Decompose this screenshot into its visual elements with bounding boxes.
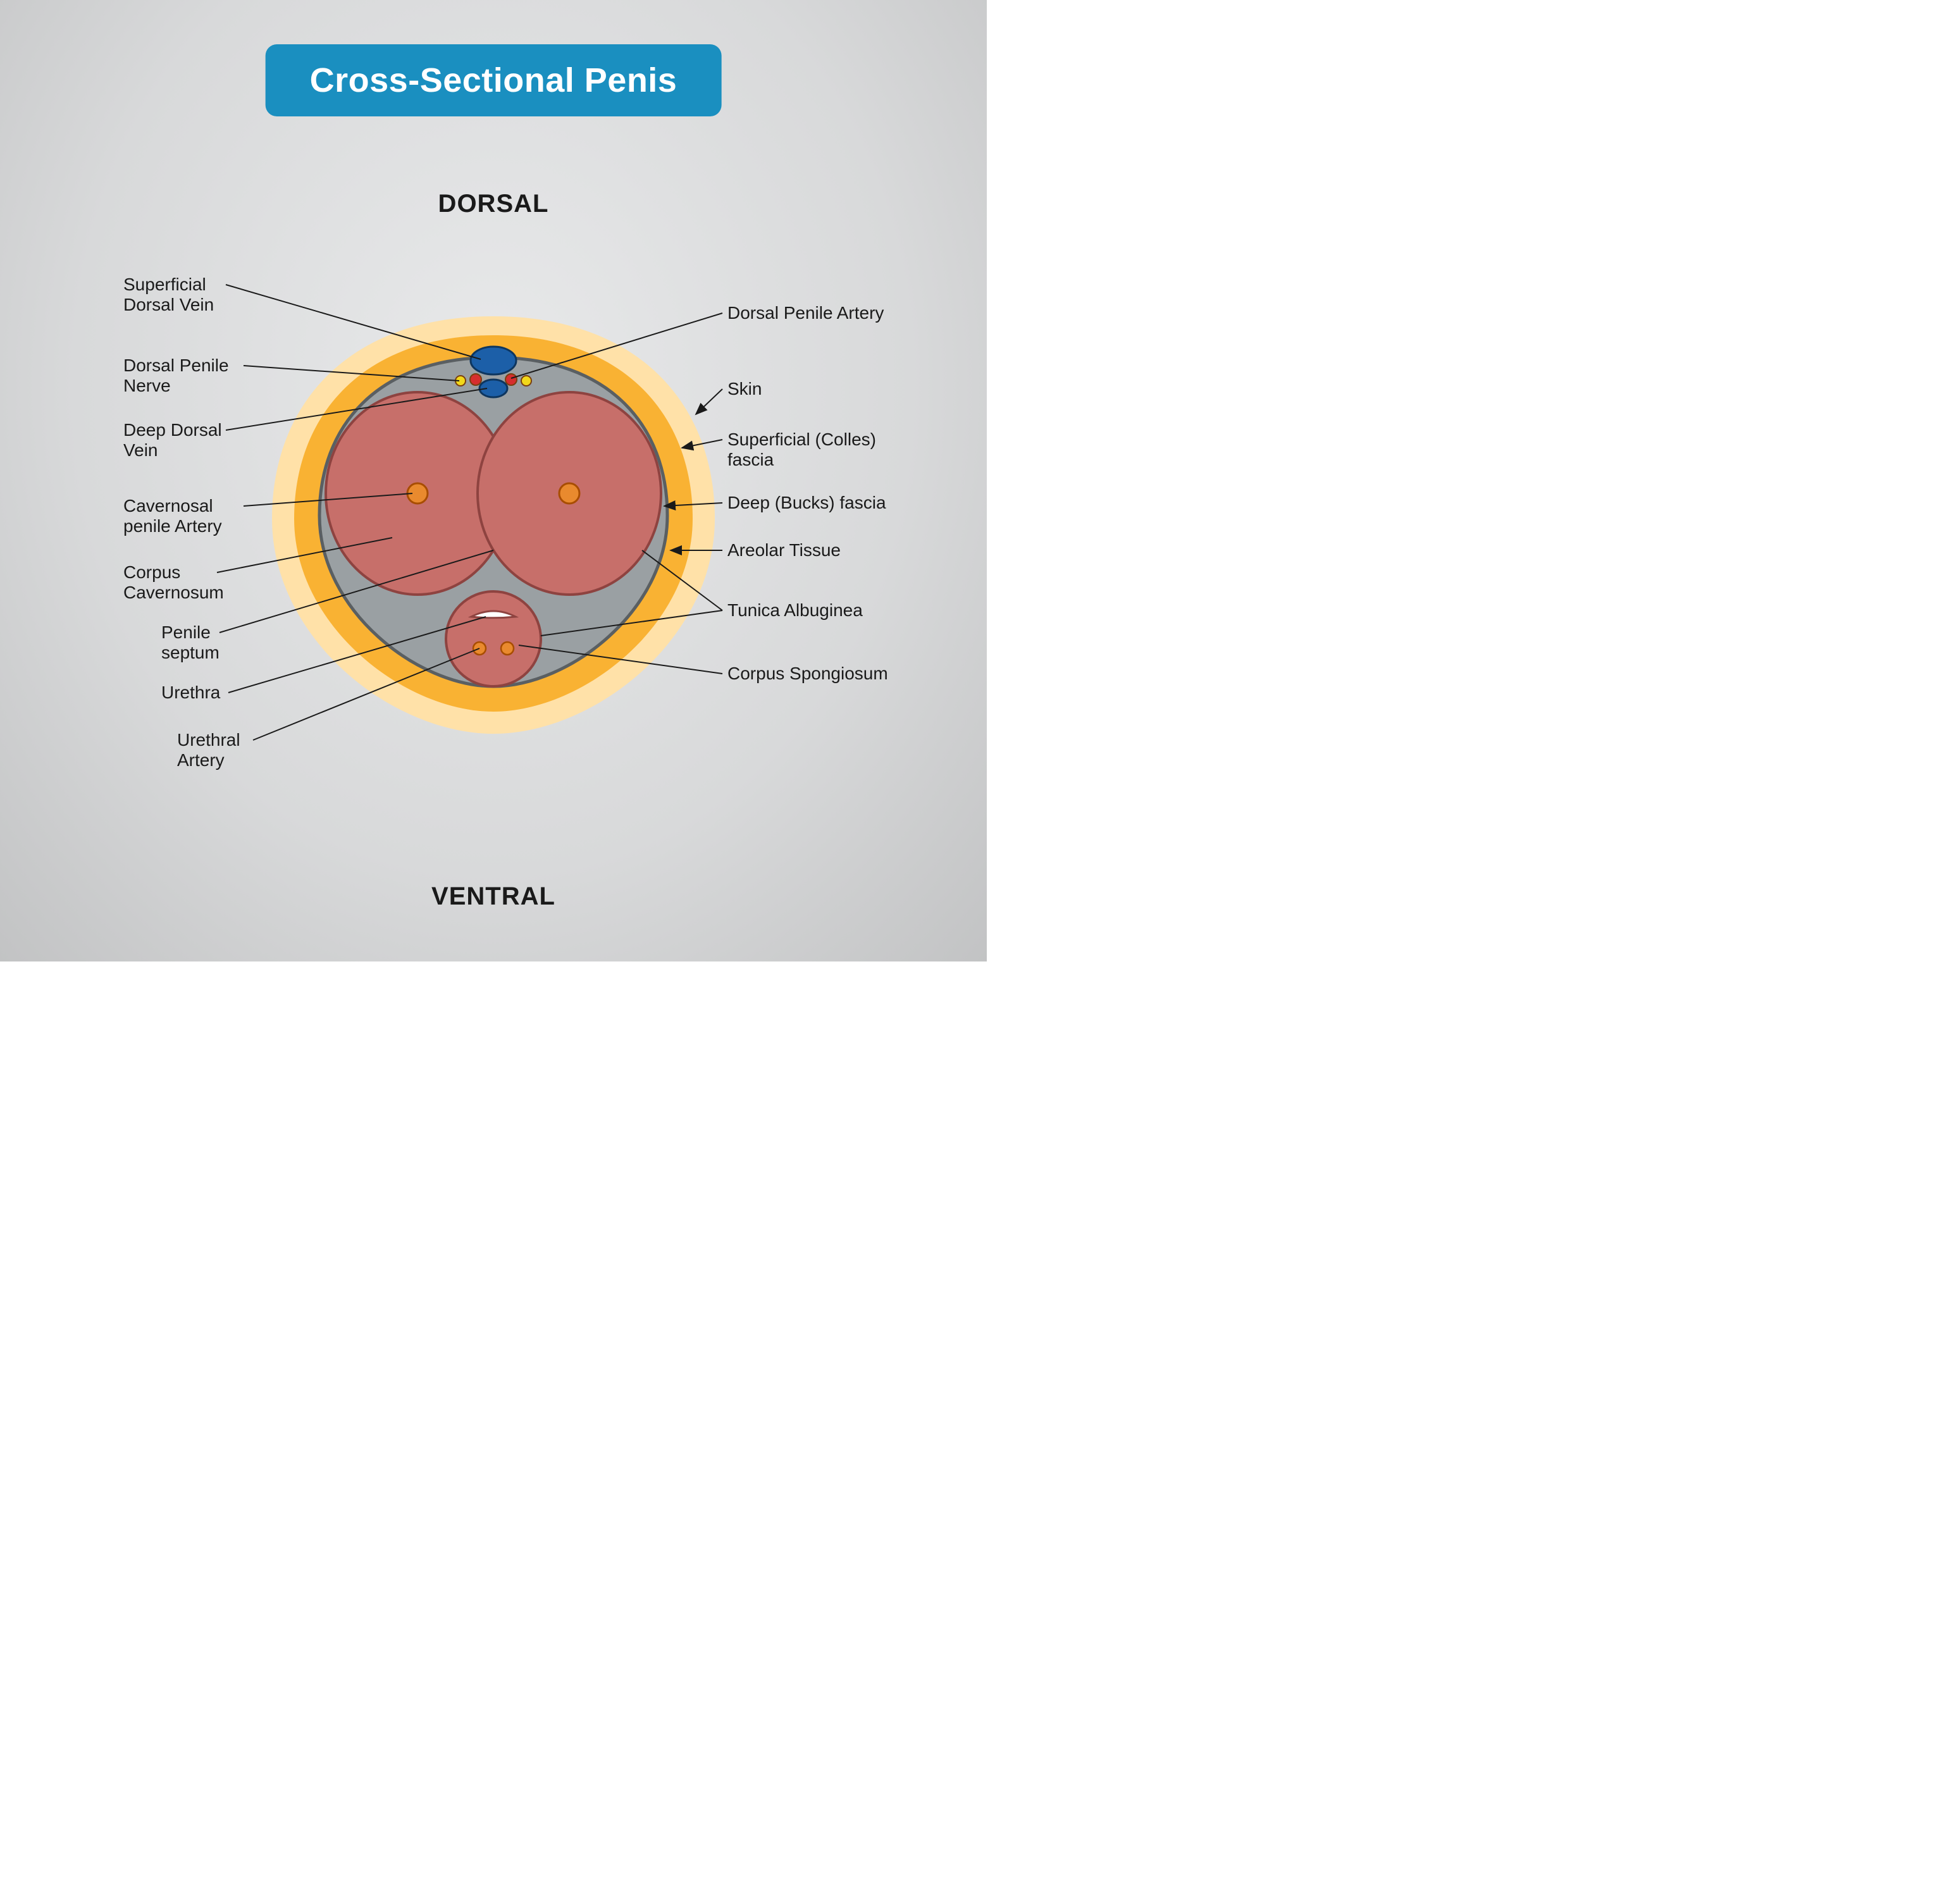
label-corpus-cavernosum: Corpus Cavernosum (123, 562, 224, 603)
label-urethral-artery: Urethral Artery (177, 730, 240, 770)
diagram-canvas: Cross-Sectional Penis DORSAL VENTRAL Sup… (0, 0, 987, 961)
label-areolar-tissue: Areolar Tissue (727, 540, 841, 560)
label-penile-septum: Penile septum (161, 622, 220, 663)
label-sup-dorsal-vein: Superficial Dorsal Vein (123, 275, 214, 315)
label-deep-dorsal-vein: Deep Dorsal Vein (123, 420, 222, 461)
label-skin: Skin (727, 379, 762, 399)
label-corpus-spongiosum: Corpus Spongiosum (727, 664, 888, 684)
label-colles-fascia: Superficial (Colles) fascia (727, 430, 876, 470)
label-dorsal-penile-artery: Dorsal Penile Artery (727, 303, 884, 323)
label-bucks-fascia: Deep (Bucks) fascia (727, 493, 886, 513)
label-tunica-albuginea: Tunica Albuginea (727, 600, 863, 621)
label-urethra: Urethra (161, 683, 220, 703)
label-dorsal-penile-nerve: Dorsal Penile Nerve (123, 355, 229, 396)
label-cavernosal-artery: Cavernosal penile Artery (123, 496, 222, 536)
anatomy-svg (0, 0, 987, 961)
